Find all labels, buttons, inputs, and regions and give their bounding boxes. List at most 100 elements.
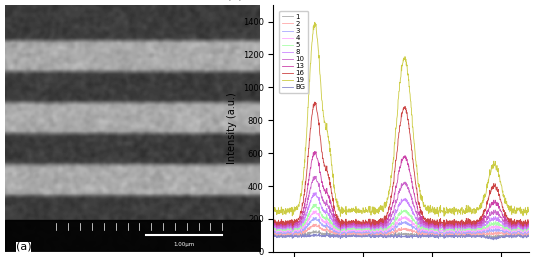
4	[296, 228, 303, 232]
8	[470, 227, 476, 230]
2	[446, 232, 452, 235]
5	[474, 227, 481, 230]
8	[383, 227, 389, 230]
BG	[469, 235, 476, 238]
5	[337, 231, 343, 234]
BG	[490, 238, 497, 241]
2	[270, 232, 277, 235]
1	[474, 234, 481, 237]
16	[525, 220, 532, 223]
5	[525, 227, 532, 230]
13	[374, 224, 380, 227]
1	[296, 234, 303, 237]
13	[296, 219, 303, 223]
10	[525, 223, 532, 226]
10	[313, 175, 319, 178]
3	[446, 230, 452, 233]
10	[383, 224, 389, 227]
2	[374, 233, 380, 236]
5	[383, 229, 389, 232]
2	[313, 222, 319, 225]
16	[296, 216, 303, 219]
10	[337, 228, 343, 231]
Y-axis label: Intensity (a.u.): Intensity (a.u.)	[227, 93, 237, 164]
3	[383, 232, 389, 235]
BG	[525, 234, 532, 237]
19	[337, 215, 343, 218]
3	[470, 232, 476, 235]
16	[337, 225, 343, 228]
5	[313, 203, 319, 206]
Line: 13: 13	[273, 151, 529, 228]
8	[446, 225, 452, 228]
19	[470, 212, 476, 215]
Line: 8: 8	[273, 192, 529, 231]
16	[446, 220, 452, 223]
BG	[296, 235, 303, 238]
1	[525, 233, 532, 236]
1	[446, 234, 452, 237]
13	[474, 222, 481, 225]
10	[470, 226, 476, 229]
2	[337, 235, 343, 238]
10	[270, 223, 277, 226]
10	[474, 224, 481, 227]
4	[337, 232, 343, 235]
BG	[270, 234, 277, 237]
Line: 4: 4	[273, 211, 529, 234]
8	[337, 230, 343, 233]
2	[474, 232, 481, 235]
5	[270, 227, 277, 230]
5	[470, 229, 476, 232]
4	[383, 230, 389, 233]
2	[470, 233, 476, 236]
4	[474, 229, 481, 232]
3	[270, 230, 277, 233]
10	[374, 225, 380, 228]
BG	[383, 235, 389, 238]
19	[383, 205, 389, 208]
8	[296, 225, 303, 228]
2	[525, 232, 532, 235]
13	[337, 226, 343, 230]
8	[474, 225, 481, 228]
16	[374, 222, 380, 225]
3	[313, 216, 319, 219]
4	[470, 230, 476, 233]
4	[525, 228, 532, 231]
19	[374, 211, 380, 214]
3	[296, 230, 303, 233]
Line: 2: 2	[273, 224, 529, 237]
1	[270, 233, 277, 236]
1	[469, 234, 476, 237]
16	[470, 223, 476, 226]
BG	[446, 235, 452, 238]
Bar	[5, 220, 261, 252]
5	[296, 227, 303, 230]
5	[446, 226, 452, 230]
8	[313, 191, 319, 194]
19	[446, 208, 452, 211]
BG	[374, 234, 380, 237]
Line: 16: 16	[273, 102, 529, 226]
3	[474, 231, 481, 234]
13	[470, 224, 476, 227]
4	[313, 209, 319, 212]
Line: 1: 1	[273, 231, 529, 238]
19	[474, 208, 481, 211]
13	[270, 222, 277, 225]
1	[490, 237, 497, 240]
16	[474, 220, 481, 223]
Line: 3: 3	[273, 217, 529, 235]
3	[374, 232, 380, 235]
16	[383, 217, 389, 220]
BG	[474, 235, 481, 238]
4	[374, 230, 380, 233]
3	[337, 234, 343, 237]
1	[316, 229, 323, 232]
10	[296, 222, 303, 225]
1	[374, 233, 380, 236]
19	[525, 208, 532, 211]
8	[270, 225, 277, 228]
16	[270, 220, 277, 223]
